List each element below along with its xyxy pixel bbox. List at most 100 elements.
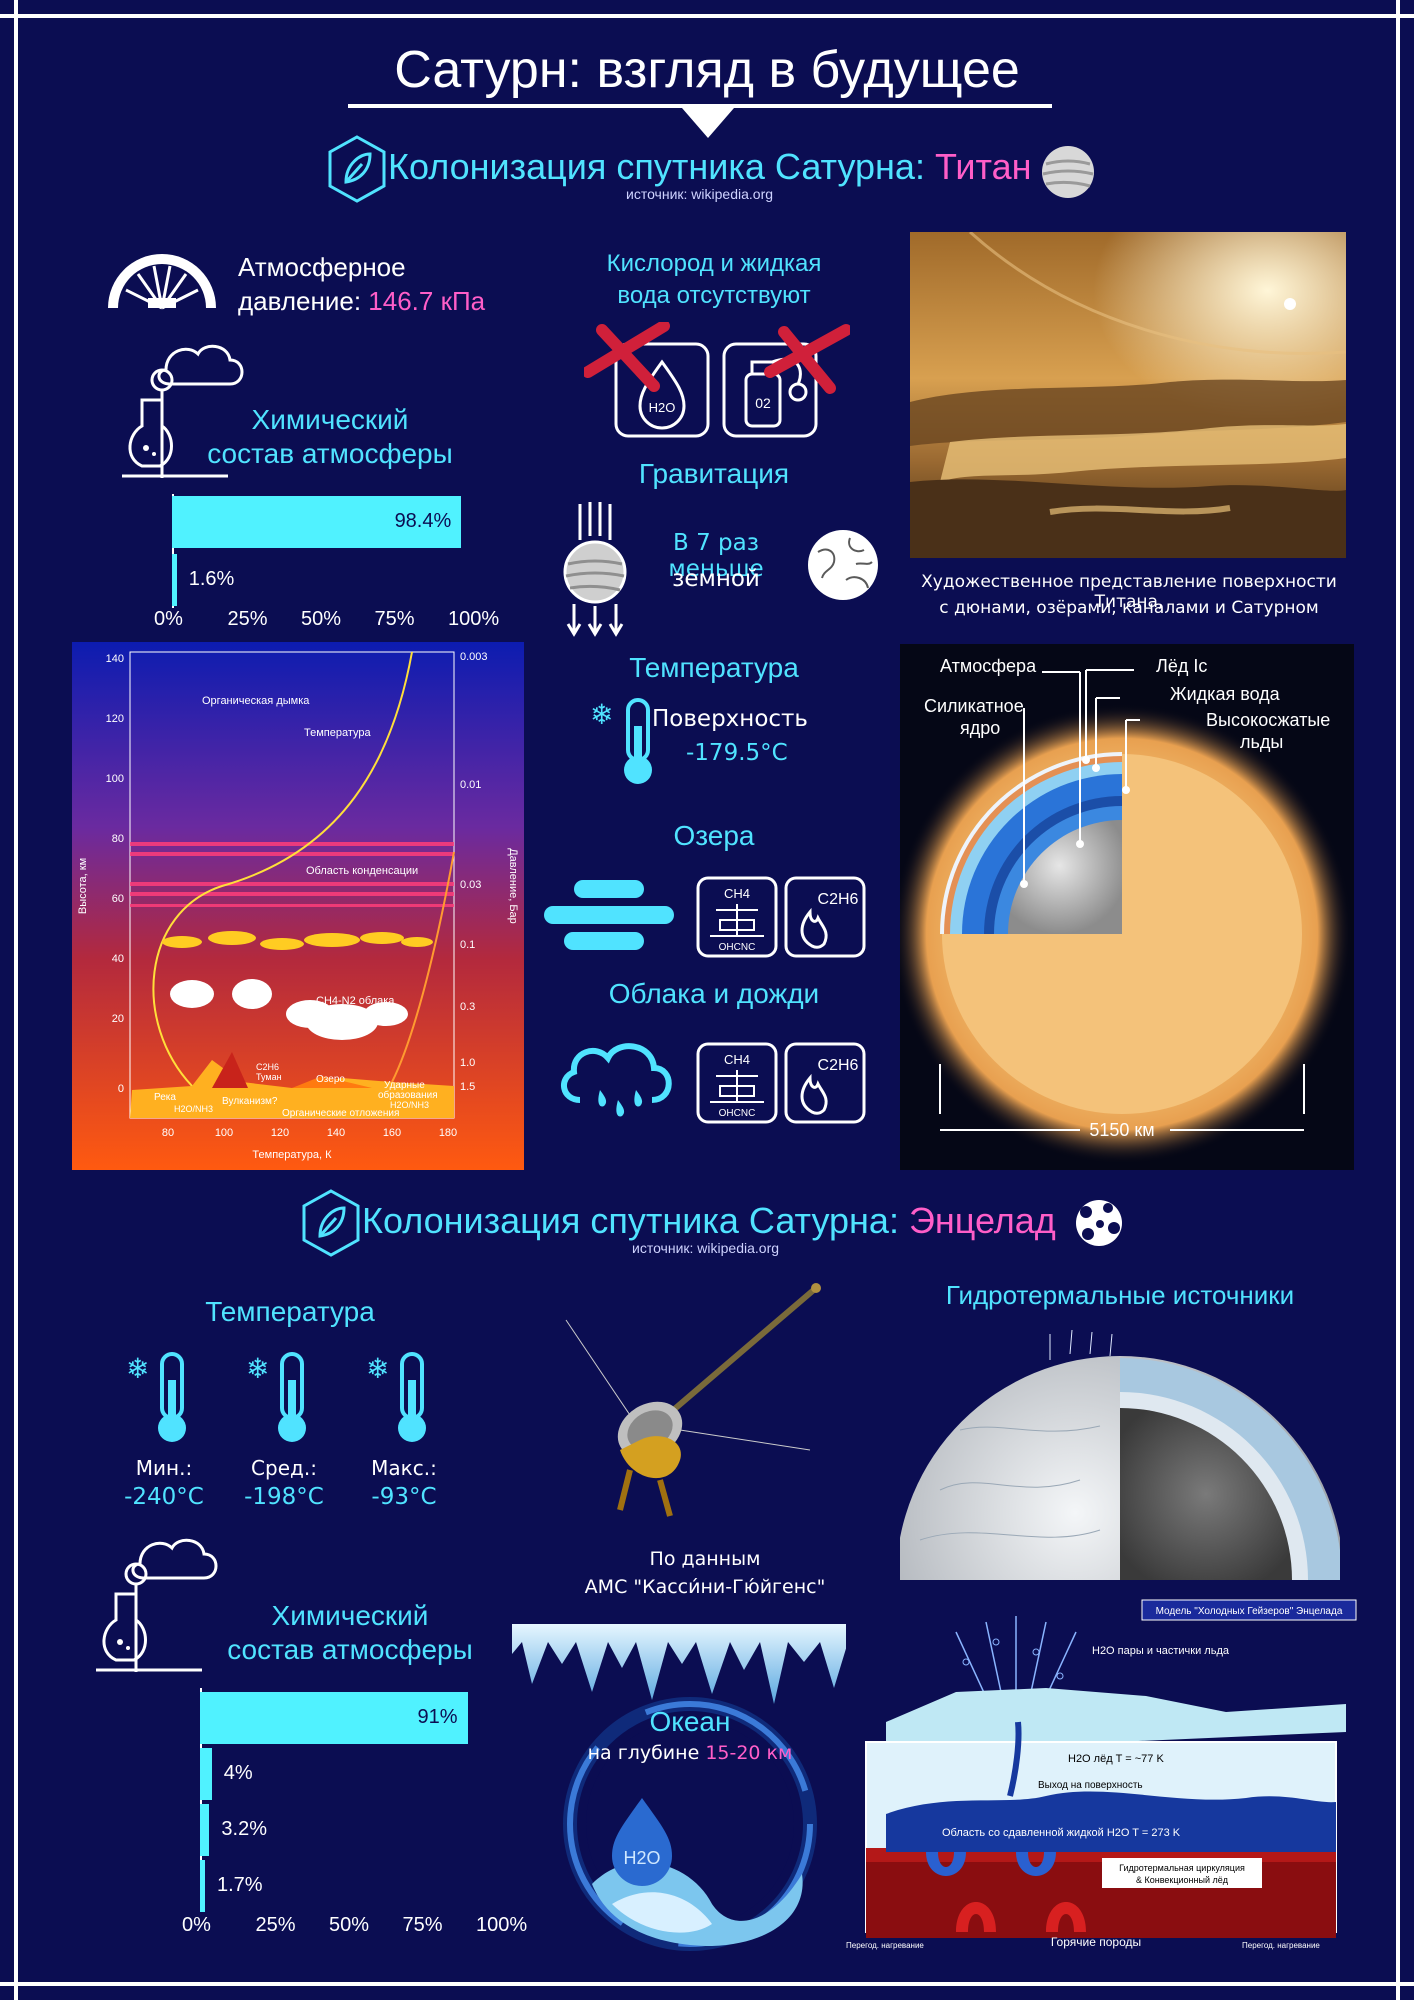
hydro-title: Гидротермальные источники — [945, 1280, 1295, 1310]
p-tick: 0.003 — [460, 651, 488, 663]
titan-chem-title-2: состав атмосферы — [207, 438, 453, 469]
page-title: Сатурн: взгляд в будущее — [394, 41, 1020, 99]
titan-moon-icon — [1040, 144, 1096, 205]
h2o-drop-label: H2O — [623, 1848, 660, 1868]
svg-text:❄: ❄ — [246, 1353, 269, 1384]
svg-text:CH4: CH4 — [724, 1052, 750, 1067]
title-underline — [348, 104, 1052, 108]
temp-label: Макс.: — [371, 1456, 437, 1480]
x-tick: 120 — [271, 1127, 289, 1139]
impact-label-1: Ударные — [384, 1080, 425, 1091]
oxygen-label-2: вода отсутствуют — [617, 282, 811, 309]
ocean-title: Океан — [649, 1706, 731, 1737]
organic-deposits-label: Органические отложения — [282, 1108, 399, 1119]
enceladus-source: источник: wikipedia.org — [632, 1240, 780, 1256]
enc-chem-title-2: состав атмосферы — [227, 1634, 473, 1665]
clouds-label: CH4-N2 облака — [316, 995, 395, 1007]
ice-temp-label: H2O лёд T = ~77 K — [1068, 1753, 1164, 1765]
bar — [172, 554, 177, 606]
no-water-icon: H2O — [582, 320, 714, 447]
gravity-value-1: В 7 раз меньше — [668, 530, 764, 582]
temp-label: Мин.: — [135, 1456, 193, 1480]
gravity-value-2: земной — [672, 566, 760, 592]
impact-label-3: H2O/NH3 — [390, 1100, 429, 1110]
titan-surface-image — [910, 232, 1346, 558]
gravity-moon-icon — [560, 500, 630, 643]
circulation-label-1: Гидротермальная циркуляция — [1119, 1863, 1245, 1873]
p-tick: 0.01 — [460, 779, 481, 791]
vapor-label: H2O пары и частички льда — [1092, 1645, 1230, 1657]
cassini-probe-image — [560, 1280, 830, 1545]
svg-text:❄: ❄ — [590, 699, 613, 730]
y-tick: 120 — [106, 713, 124, 725]
frame-left — [14, 0, 18, 2000]
svg-text:H2O: H2O — [649, 400, 676, 415]
bar — [200, 1804, 210, 1856]
axis-tick: 100% — [448, 608, 500, 630]
bar-value: 1.7% — [216, 1874, 263, 1896]
bar-value: 3.2% — [221, 1818, 267, 1840]
y-axis-label: Высота, км — [77, 858, 89, 914]
p-axis-label: Давление, Бар — [507, 848, 519, 924]
methane-molecule-icon-lakes: CH4 OHCNC — [696, 876, 778, 963]
titan-chem-title-1: Химический — [251, 404, 409, 435]
x-tick: 140 — [327, 1127, 345, 1139]
lakes-waves-icon — [544, 878, 684, 959]
thermometer-icon: ❄ — [124, 1350, 194, 1455]
frame-top — [0, 14, 1414, 18]
circulation-label-2: & Конвекционный лёд — [1136, 1875, 1229, 1885]
bar-value: 1.6% — [188, 568, 235, 590]
core-label-2: ядро — [960, 718, 1000, 738]
bar-value: 91% — [417, 1706, 458, 1728]
atmosphere-label: Атмосфера — [940, 656, 1037, 676]
titan-atmosphere-diagram: 140 120 100 80 60 40 20 0 80 100 120 140… — [72, 642, 524, 1170]
leaf-hex-icon — [326, 134, 388, 209]
ice-label: Лёд Ic — [1156, 656, 1207, 676]
bar — [200, 1860, 205, 1912]
titan-temp-title: Температура — [629, 652, 799, 683]
surface-label: Поверхность — [652, 706, 808, 732]
axis-tick: 50% — [329, 1914, 370, 1936]
lakes-title: Озера — [673, 820, 755, 851]
fog-label-1: C2H6 — [256, 1062, 279, 1072]
y-tick: 60 — [112, 893, 124, 905]
ethane-flame-icon-clouds: C2H6 — [784, 1042, 866, 1129]
x-tick: 100 — [215, 1127, 233, 1139]
thermometer-icon: ❄ — [364, 1350, 434, 1455]
p-tick: 0.3 — [460, 1001, 475, 1013]
svg-text:CH4: CH4 — [724, 886, 750, 901]
temp-value: -198°C — [244, 1484, 324, 1510]
geyser-title: Модель "Холодных Гейзеров" Энцелада — [1156, 1606, 1343, 1617]
svg-text:OHCNC: OHCNC — [719, 942, 756, 953]
leaf-hex-icon-2 — [300, 1188, 362, 1263]
rain-cloud-icon — [556, 1038, 676, 1133]
heat-right-label: Перегод. нагревание — [1242, 1941, 1320, 1950]
geyser-model-diagram: Модель "Холодных Гейзеров" Энцелада H2O … — [846, 1592, 1376, 1960]
svg-text:02: 02 — [755, 395, 771, 411]
p-tick: 0.1 — [460, 939, 475, 951]
flask-cloud-icon-2 — [92, 1534, 222, 1679]
impact-label-2: образования — [378, 1089, 438, 1101]
probe-caption-1: По данным — [649, 1548, 761, 1570]
temperature-curve-label: Температура — [304, 727, 372, 739]
enceladus-heading: Колонизация спутника Сатурна: Энцелад — [362, 1200, 1056, 1241]
x-tick: 180 — [439, 1127, 457, 1139]
core-label-1: Силикатное — [924, 696, 1024, 716]
p-tick: 0.03 — [460, 879, 481, 891]
temp-label: Сред.: — [251, 1456, 317, 1480]
svg-text:OHCNC: OHCNC — [719, 1108, 756, 1119]
svg-text:❄: ❄ — [366, 1353, 389, 1384]
p-tick: 1.0 — [460, 1057, 475, 1069]
axis-tick: 25% — [227, 608, 268, 630]
h2o-nh3-label: H2O/NH3 — [174, 1104, 213, 1114]
ocean-depth: на глубине 15-20 км — [587, 1742, 793, 1764]
hp-ice-label-1: Высокосжатые — [1206, 710, 1330, 730]
axis-tick: 100% — [476, 1914, 528, 1936]
axis-tick: 25% — [255, 1914, 296, 1936]
axis-tick: 50% — [301, 608, 342, 630]
svg-text:❄: ❄ — [126, 1353, 149, 1384]
fog-label-2: Туман — [256, 1072, 282, 1082]
axis-tick: 75% — [402, 1914, 443, 1936]
svg-text:C2H6: C2H6 — [818, 1057, 859, 1074]
bar — [200, 1692, 468, 1744]
